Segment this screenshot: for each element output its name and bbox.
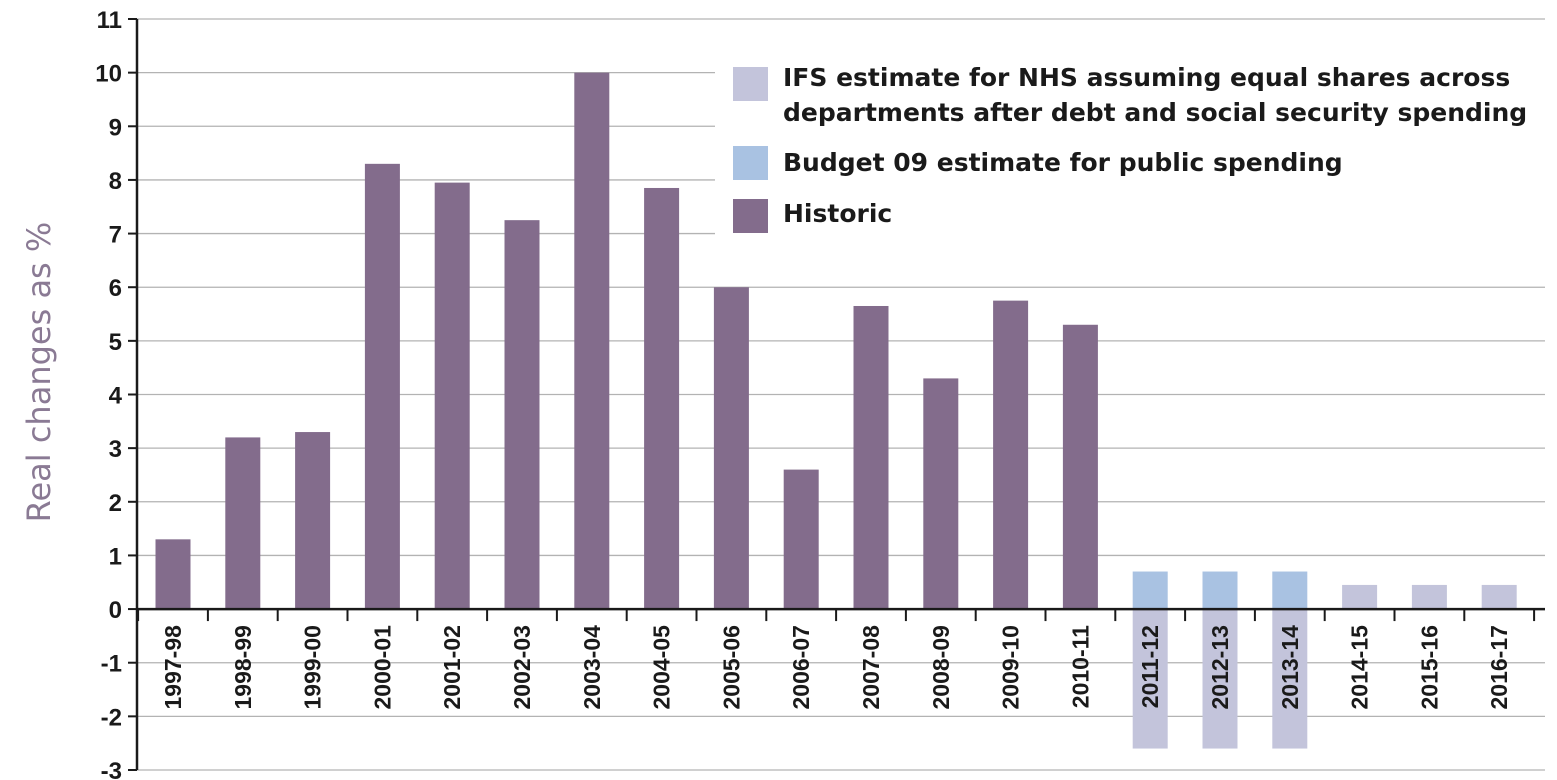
bar xyxy=(713,287,749,610)
y-tick-label: 2 xyxy=(109,490,122,517)
bar xyxy=(225,437,261,610)
legend-swatch xyxy=(733,146,768,180)
bar xyxy=(1342,584,1378,610)
bar xyxy=(434,182,470,610)
y-tick-label: 3 xyxy=(109,436,122,463)
bar xyxy=(1272,571,1308,610)
x-tick-label: 2009-10 xyxy=(998,625,1024,709)
x-tick-label: 2007-08 xyxy=(858,625,884,710)
x-tick-label: 1998-99 xyxy=(230,625,256,709)
y-tick-label: 0 xyxy=(109,597,122,624)
bar xyxy=(1411,584,1447,610)
bar xyxy=(1202,571,1238,610)
x-tick-label: 2014-15 xyxy=(1347,625,1373,710)
bar xyxy=(364,163,400,610)
legend-swatch xyxy=(733,199,768,233)
bar xyxy=(504,220,540,610)
legend-label: departments after debt and social securi… xyxy=(783,98,1527,127)
y-tick-label: 7 xyxy=(109,222,122,249)
y-tick-label: 6 xyxy=(109,275,122,302)
y-axis-label: Real changes as % xyxy=(20,222,58,523)
y-tick-label: 8 xyxy=(109,168,122,195)
legend-label: Budget 09 estimate for public spending xyxy=(783,148,1343,177)
x-tick-label: 2015-16 xyxy=(1416,625,1442,709)
legend-label: IFS estimate for NHS assuming equal shar… xyxy=(783,63,1510,92)
y-tick-label: 5 xyxy=(109,329,122,356)
bar xyxy=(644,187,680,610)
x-tick-label: 2016-17 xyxy=(1486,625,1512,709)
x-tick-label: 2008-09 xyxy=(928,625,954,709)
y-tick-label: -1 xyxy=(101,651,122,678)
bar xyxy=(1272,609,1308,749)
legend-background xyxy=(715,50,1557,255)
y-tick-label: -3 xyxy=(101,758,122,780)
y-tick-label: -2 xyxy=(101,704,122,731)
bar xyxy=(295,432,331,610)
bar xyxy=(923,378,959,610)
x-tick-label: 2006-07 xyxy=(788,625,814,709)
y-tick-label: 11 xyxy=(97,7,122,34)
x-tick-label: 2000-01 xyxy=(369,625,395,710)
bar xyxy=(155,539,191,610)
bar xyxy=(1062,324,1098,610)
x-tick-label: 2005-06 xyxy=(718,625,744,709)
x-tick-label: 2010-11 xyxy=(1067,625,1093,708)
x-tick-label: 2004-05 xyxy=(649,625,675,710)
x-tick-label: 2003-04 xyxy=(579,625,605,710)
bar xyxy=(574,72,610,610)
bars xyxy=(155,72,1517,749)
bar xyxy=(1132,609,1168,749)
bar xyxy=(853,305,889,610)
x-tick-label: 1999-00 xyxy=(300,625,326,709)
legend-swatch xyxy=(733,67,768,101)
x-tick-label: 2012-13 xyxy=(1207,625,1233,709)
y-tick-label: 1 xyxy=(109,543,122,570)
bar xyxy=(1481,584,1517,610)
bar xyxy=(993,300,1029,610)
legend-label: Historic xyxy=(783,199,892,228)
x-tick-label: 1997-98 xyxy=(160,625,186,710)
x-tick-label: 2001-02 xyxy=(439,625,465,709)
y-tick-label: 10 xyxy=(95,61,122,88)
y-tick-label: 9 xyxy=(109,114,122,141)
x-tick-label: 2002-03 xyxy=(509,625,535,709)
axes xyxy=(128,18,1545,771)
x-tick-label: 2013-14 xyxy=(1277,625,1303,710)
x-tick-labels: 1997-98 1998-99 1999-00 2000-01 2001-02 2002-… xyxy=(160,625,1512,710)
bar xyxy=(1202,609,1238,749)
legend: IFS estimate for NHS assuming equal shar… xyxy=(733,63,1527,233)
bar xyxy=(783,469,819,610)
y-tick-label: 4 xyxy=(109,383,123,410)
x-tick-label: 2011-12 xyxy=(1137,625,1163,708)
bar xyxy=(1132,571,1168,610)
